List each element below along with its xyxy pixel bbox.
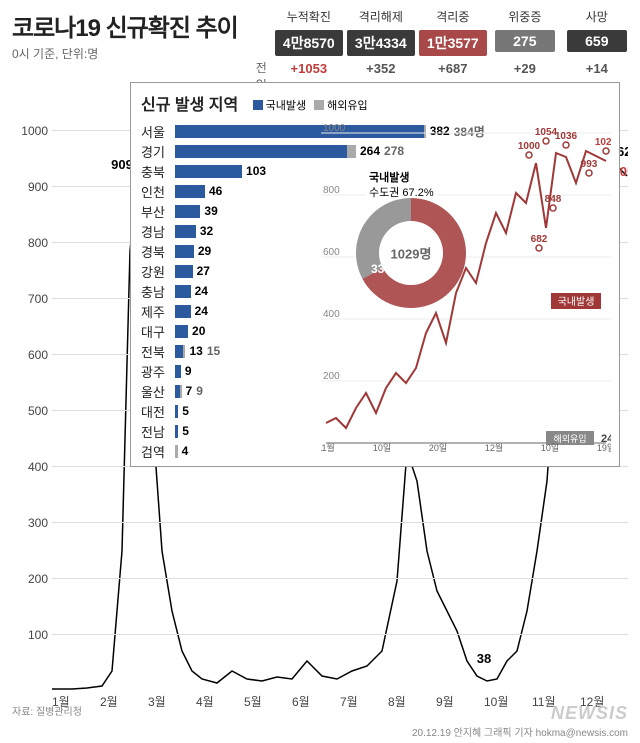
svg-text:848: 848	[545, 194, 562, 205]
y-tick: 800	[28, 236, 48, 250]
region-value: 5	[182, 424, 189, 438]
region-name: 대전	[141, 402, 175, 421]
svg-text:600: 600	[323, 247, 340, 258]
region-total: 9	[196, 384, 203, 398]
svg-text:20일: 20일	[429, 443, 447, 453]
stat-badge: 1만3577	[419, 30, 487, 56]
donut-chart: 692 337 1029명	[351, 193, 471, 313]
region-name: 전남	[141, 422, 175, 441]
y-tick: 100	[28, 628, 48, 642]
region-name: 전북	[141, 342, 175, 361]
region-name: 대구	[141, 322, 175, 341]
svg-text:682: 682	[531, 234, 548, 245]
stat-label: 격리해제	[359, 8, 403, 25]
region-name: 경기	[141, 142, 175, 161]
inset-title: 신규 발생 지역	[141, 91, 238, 115]
svg-text:12월: 12월	[485, 442, 503, 453]
legend-item: 해외유입	[314, 97, 367, 113]
stat-label: 누적확진	[287, 8, 331, 25]
region-name: 부산	[141, 202, 175, 221]
region-name: 충남	[141, 282, 175, 301]
y-tick: 700	[28, 292, 48, 306]
y-tick: 600	[28, 348, 48, 362]
region-value: 5	[182, 404, 189, 418]
svg-text:10일: 10일	[373, 443, 391, 453]
svg-text:337: 337	[371, 262, 391, 276]
region-value: 7	[186, 384, 193, 398]
region-value: 29	[198, 244, 211, 258]
region-value: 39	[204, 204, 217, 218]
region-name: 강원	[141, 262, 175, 281]
y-tick: 500	[28, 404, 48, 418]
region-value: 24	[195, 284, 208, 298]
stat-badge: 659	[567, 30, 627, 52]
region-value: 13	[189, 344, 202, 358]
region-name: 경남	[141, 222, 175, 241]
svg-text:993: 993	[581, 159, 598, 170]
region-value: 24	[195, 304, 208, 318]
page-title: 코로나19 신규확진 추이	[12, 8, 238, 43]
region-value: 46	[209, 184, 222, 198]
region-value: 20	[192, 324, 205, 338]
svg-text:692: 692	[401, 226, 421, 240]
y-tick: 300	[28, 516, 48, 530]
region-name: 울산	[141, 382, 175, 401]
footer: 자료: 질병관리청 NEWSIS 20.12.19 안지혜 그래픽 기자 hok…	[12, 703, 628, 739]
donut-center: 1029명	[391, 244, 432, 263]
y-tick: 400	[28, 460, 48, 474]
y-tick: 200	[28, 572, 48, 586]
region-value: 103	[246, 164, 266, 178]
svg-text:38: 38	[477, 651, 491, 666]
mini-chart: 2004006008001000100010541036102984868299…	[321, 113, 611, 453]
svg-text:1029: 1029	[595, 137, 611, 148]
svg-text:200: 200	[323, 371, 340, 382]
stat-badge: 275	[495, 30, 555, 52]
credit-text: 20.12.19 안지혜 그래픽 기자 hokma@newsis.com	[412, 724, 628, 739]
stat-label: 격리중	[436, 8, 469, 25]
svg-text:1036: 1036	[555, 131, 578, 142]
stat-delta: +1053	[279, 59, 339, 78]
region-name: 인천	[141, 182, 175, 201]
stat-delta: +687	[423, 59, 483, 78]
region-value: 4	[182, 444, 189, 458]
stat-label: 사망	[586, 8, 608, 25]
region-name: 광주	[141, 362, 175, 381]
svg-text:1000: 1000	[518, 141, 541, 152]
y-tick: 900	[28, 180, 48, 194]
y-tick: 1000	[21, 124, 48, 138]
svg-text:10일: 10일	[541, 443, 559, 453]
svg-text:800: 800	[323, 185, 340, 196]
region-value: 9	[185, 364, 192, 378]
region-name: 경북	[141, 242, 175, 261]
watermark: NEWSIS	[551, 703, 628, 724]
stat-delta: +14	[567, 59, 627, 78]
legend-item: 국내발생	[253, 97, 306, 113]
inset-panel: 신규 발생 지역 국내발생해외유입 서울382384명경기264278충북103…	[130, 82, 620, 467]
region-value: 32	[200, 224, 213, 238]
region-name: 충북	[141, 162, 175, 181]
region-name: 제주	[141, 302, 175, 321]
region-name: 검역	[141, 442, 175, 461]
region-total: 15	[207, 344, 220, 358]
stat-delta: +29	[495, 59, 555, 78]
stat-badge: 4만8570	[275, 30, 343, 56]
svg-text:400: 400	[323, 309, 340, 320]
svg-text:19일: 19일	[597, 443, 611, 453]
svg-text:국내발생: 국내발생	[558, 296, 595, 308]
stat-badge: 3만4334	[347, 30, 415, 56]
stat-label: 위중증	[508, 8, 541, 25]
inset-legend: 국내발생 해외유입	[253, 97, 368, 113]
svg-text:11월: 11월	[321, 442, 335, 453]
svg-text:1000: 1000	[323, 123, 346, 134]
source-text: 자료: 질병관리청	[12, 703, 82, 739]
region-name: 서울	[141, 122, 175, 141]
subtitle: 0시 기준, 단위:명	[12, 45, 238, 62]
stat-delta: +352	[351, 59, 411, 78]
region-value: 27	[197, 264, 210, 278]
